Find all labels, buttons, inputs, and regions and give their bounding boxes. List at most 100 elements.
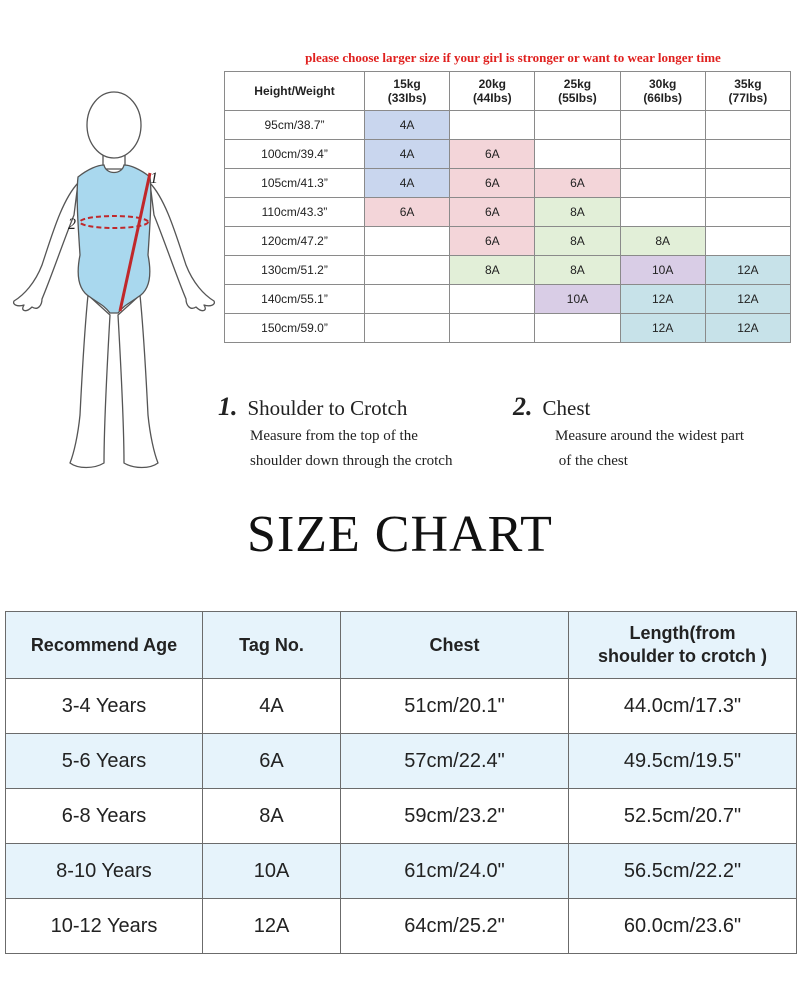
- chest-cell: 57cm/22.4": [340, 733, 569, 789]
- matrix-row: 140cm/55.1” 10A 12A 12A: [224, 284, 792, 314]
- size-cell: 12A: [704, 313, 792, 343]
- size-cell: 6A: [363, 197, 451, 227]
- measurement-title: Shoulder to Crotch: [247, 396, 408, 420]
- figure-label-2: 2: [68, 216, 76, 233]
- size-chart-header-row: Recommend Age Tag No. Chest Length(from s…: [5, 611, 797, 679]
- tag-cell: 8A: [202, 788, 341, 844]
- child-figure-illustration: 1 2: [12, 91, 216, 469]
- chest-cell: 61cm/24.0": [340, 843, 569, 899]
- height-label: 130cm/51.2”: [224, 255, 365, 285]
- weight-header: 20kg (44Ibs): [449, 71, 536, 111]
- matrix-row: 105cm/41.3” 4A 6A 6A: [224, 168, 792, 198]
- size-cell: [619, 197, 706, 227]
- matrix-row: 100cm/39.4” 4A 6A: [224, 139, 792, 169]
- length-cell: 60.0cm/23.6": [568, 898, 797, 954]
- size-chart-row: 5-6 Years 6A 57cm/22.4" 49.5cm/19.5": [5, 733, 797, 789]
- tag-cell: 6A: [202, 733, 341, 789]
- figure-label-1: 1: [150, 170, 158, 187]
- left-arm: [12, 182, 79, 312]
- measurement-title: Chest: [542, 396, 591, 420]
- tag-cell: 10A: [202, 843, 341, 899]
- measurement-shoulder-to-crotch: 1. Shoulder to Crotch Measure from the to…: [218, 392, 508, 474]
- length-cell: 44.0cm/17.3": [568, 678, 797, 734]
- size-cell: 12A: [704, 284, 792, 314]
- chest-cell: 64cm/25.2": [340, 898, 569, 954]
- size-cell: [704, 168, 792, 198]
- measurement-desc-line: Measure around the widest part: [555, 428, 745, 444]
- size-cell: [704, 197, 792, 227]
- size-cell: [619, 139, 706, 169]
- size-cell: [704, 139, 792, 169]
- size-cell: 8A: [619, 226, 706, 256]
- length-cell: 49.5cm/19.5": [568, 733, 797, 789]
- size-cell: [619, 168, 706, 198]
- size-cell: [619, 110, 706, 140]
- size-cell: 8A: [534, 255, 621, 285]
- length-cell: 56.5cm/22.2": [568, 843, 797, 899]
- measurement-desc-line: of the chest: [555, 453, 628, 469]
- size-cell: [449, 313, 536, 343]
- measurement-chest: 2. Chest Measure around the widest part o…: [513, 392, 800, 474]
- size-cell: [449, 284, 536, 314]
- size-chart-title: SIZE CHART: [247, 506, 553, 563]
- size-cell: 6A: [534, 168, 621, 198]
- size-cell: [363, 313, 451, 343]
- size-cell: 4A: [363, 168, 451, 198]
- height-label: 100cm/39.4”: [224, 139, 365, 169]
- left-leg: [69, 294, 111, 469]
- head: [86, 91, 142, 159]
- weight-header: 15kg (33Ibs): [363, 71, 451, 111]
- age-cell: 3-4 Years: [5, 678, 203, 734]
- weight-header: 30kg (66Ibs): [619, 71, 706, 111]
- chest-cell: 59cm/23.2": [340, 788, 569, 844]
- size-cell: 12A: [619, 313, 706, 343]
- size-cell: 6A: [449, 197, 536, 227]
- leotard: [76, 164, 152, 314]
- age-cell: 10-12 Years: [5, 898, 203, 954]
- size-cell: 6A: [449, 139, 536, 169]
- size-cell: [363, 284, 451, 314]
- height-weight-matrix: Height/Weight 15kg (33Ibs) 20kg (44Ibs) 25…: [224, 71, 792, 343]
- size-chart-row: 10-12 Years 12A 64cm/25.2" 60.0cm/23.6": [5, 898, 797, 954]
- size-cell: 4A: [363, 110, 451, 140]
- size-cell: [534, 110, 621, 140]
- right-leg: [117, 294, 159, 469]
- length-cell: 52.5cm/20.7": [568, 788, 797, 844]
- size-cell: [449, 110, 536, 140]
- matrix-row: 110cm/43.3” 6A 6A 8A: [224, 197, 792, 227]
- size-cell: [363, 226, 451, 256]
- age-cell: 8-10 Years: [5, 843, 203, 899]
- height-label: 150cm/59.0”: [224, 313, 365, 343]
- larger-size-notice: please choose larger size if your girl i…: [305, 50, 721, 65]
- tag-cell: 12A: [202, 898, 341, 954]
- measurement-number: 1.: [218, 392, 238, 421]
- matrix-header-row: Height/Weight 15kg (33Ibs) 20kg (44Ibs) 25…: [224, 71, 792, 111]
- size-chart-table: Recommend Age Tag No. Chest Length(from s…: [5, 611, 797, 954]
- height-label: 110cm/43.3”: [224, 197, 365, 227]
- measurement-desc-line: Measure from the top of the: [250, 428, 418, 444]
- weight-header: 35kg (77Ibs): [704, 71, 792, 111]
- chest-measure-line: [79, 215, 149, 229]
- size-cell: [704, 110, 792, 140]
- weight-header: 25kg (55Ibs): [534, 71, 621, 111]
- size-cell: 6A: [449, 168, 536, 198]
- size-cell: 4A: [363, 139, 451, 169]
- size-cell: [534, 139, 621, 169]
- age-cell: 6-8 Years: [5, 788, 203, 844]
- size-cell: [363, 255, 451, 285]
- measurement-desc-line: shoulder down through the crotch: [250, 453, 453, 469]
- size-chart-row: 8-10 Years 10A 61cm/24.0" 56.5cm/22.2": [5, 843, 797, 899]
- matrix-corner-label: Height/Weight: [224, 71, 365, 111]
- matrix-row: 130cm/51.2” 8A 8A 10A 12A: [224, 255, 792, 285]
- matrix-row: 95cm/38.7” 4A: [224, 110, 792, 140]
- height-label: 120cm/47.2”: [224, 226, 365, 256]
- tag-cell: 4A: [202, 678, 341, 734]
- size-cell: 8A: [534, 226, 621, 256]
- size-cell: 12A: [704, 255, 792, 285]
- header-tag-no: Tag No.: [202, 611, 341, 679]
- height-label: 95cm/38.7”: [224, 110, 365, 140]
- size-chart-row: 6-8 Years 8A 59cm/23.2" 52.5cm/20.7": [5, 788, 797, 844]
- measurement-number: 2.: [513, 392, 533, 421]
- matrix-row: 150cm/59.0” 12A 12A: [224, 313, 792, 343]
- header-recommend-age: Recommend Age: [5, 611, 203, 679]
